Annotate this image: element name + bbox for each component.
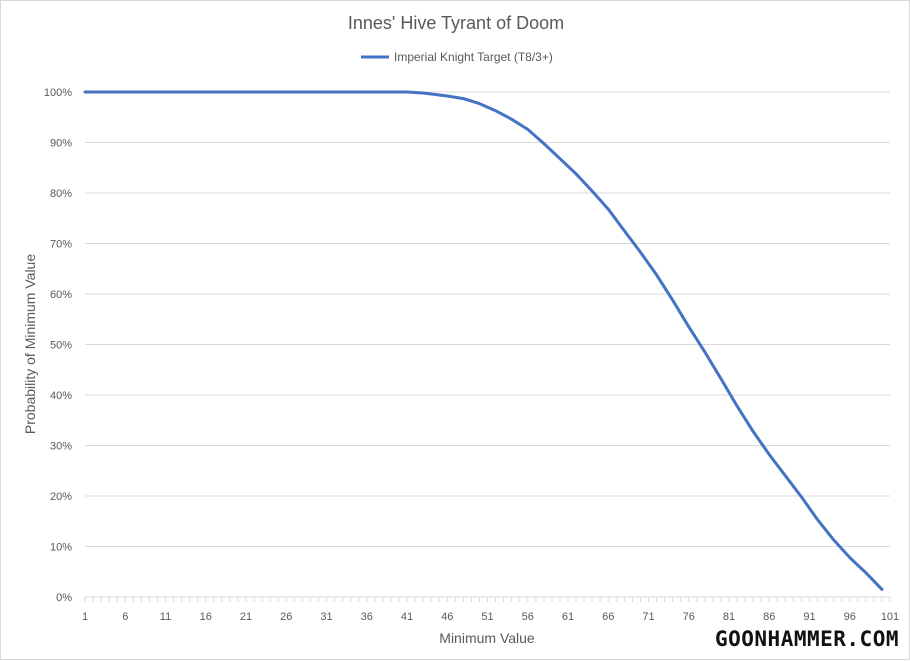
- y-tick-label: 0%: [56, 592, 72, 604]
- x-tick-label: 66: [602, 611, 614, 623]
- x-tick-label: 96: [844, 611, 856, 623]
- x-minor-ticks: [84, 597, 891, 602]
- y-tick-label: 90%: [50, 138, 72, 150]
- y-tick-label: 20%: [50, 491, 72, 503]
- x-tick-label: 1: [82, 611, 88, 623]
- y-tick-label: 60%: [50, 289, 72, 301]
- y-tick-label: 50%: [50, 340, 72, 352]
- y-tick-labels: 0% 10% 20% 30% 40% 50% 60% 70% 80% 90% 100%: [44, 87, 72, 604]
- y-tick-label: 30%: [50, 441, 72, 453]
- x-tick-label: 26: [280, 611, 292, 623]
- y-tick-label: 70%: [50, 239, 72, 251]
- x-tick-label: 41: [401, 611, 413, 623]
- y-tick-label: 40%: [50, 390, 72, 402]
- x-tick-label: 31: [320, 611, 332, 623]
- x-tick-label: 81: [723, 611, 735, 623]
- y-tick-label: 10%: [50, 542, 72, 554]
- x-tick-label: 86: [763, 611, 775, 623]
- x-tick-label: 61: [562, 611, 574, 623]
- y-axis-title: Probability of Minimum Value: [22, 254, 38, 434]
- y-tick-label: 80%: [50, 188, 72, 200]
- x-tick-label: 51: [481, 611, 493, 623]
- x-tick-label: 71: [642, 611, 654, 623]
- x-axis-title: Minimum Value: [439, 630, 535, 646]
- x-tick-label: 46: [441, 611, 453, 623]
- legend: Imperial Knight Target (T8/3+): [361, 50, 553, 64]
- x-tick-labels: 1 6 11 16 21 26 31 36 41 46 51 56 61 66 71 76 81 86 91 96 10…: [82, 611, 899, 623]
- chart-title: Innes' Hive Tyrant of Doom: [348, 13, 564, 33]
- x-tick-label: 76: [683, 611, 695, 623]
- x-tick-label: 101: [881, 611, 899, 623]
- y-tick-label: 100%: [44, 87, 72, 99]
- x-tick-label: 21: [240, 611, 252, 623]
- x-tick-label: 91: [803, 611, 815, 623]
- x-tick-label: 56: [522, 611, 534, 623]
- legend-label: Imperial Knight Target (T8/3+): [394, 50, 553, 64]
- x-tick-label: 16: [200, 611, 212, 623]
- series-line-imperial-knight: [83, 90, 884, 591]
- series-layer: [83, 90, 884, 591]
- x-tick-label: 36: [361, 611, 373, 623]
- x-tick-label: 6: [122, 611, 128, 623]
- x-tick-label: 11: [160, 611, 171, 623]
- watermark-logo: GOONHAMMER.COM: [714, 627, 899, 651]
- gridlines: [85, 91, 890, 598]
